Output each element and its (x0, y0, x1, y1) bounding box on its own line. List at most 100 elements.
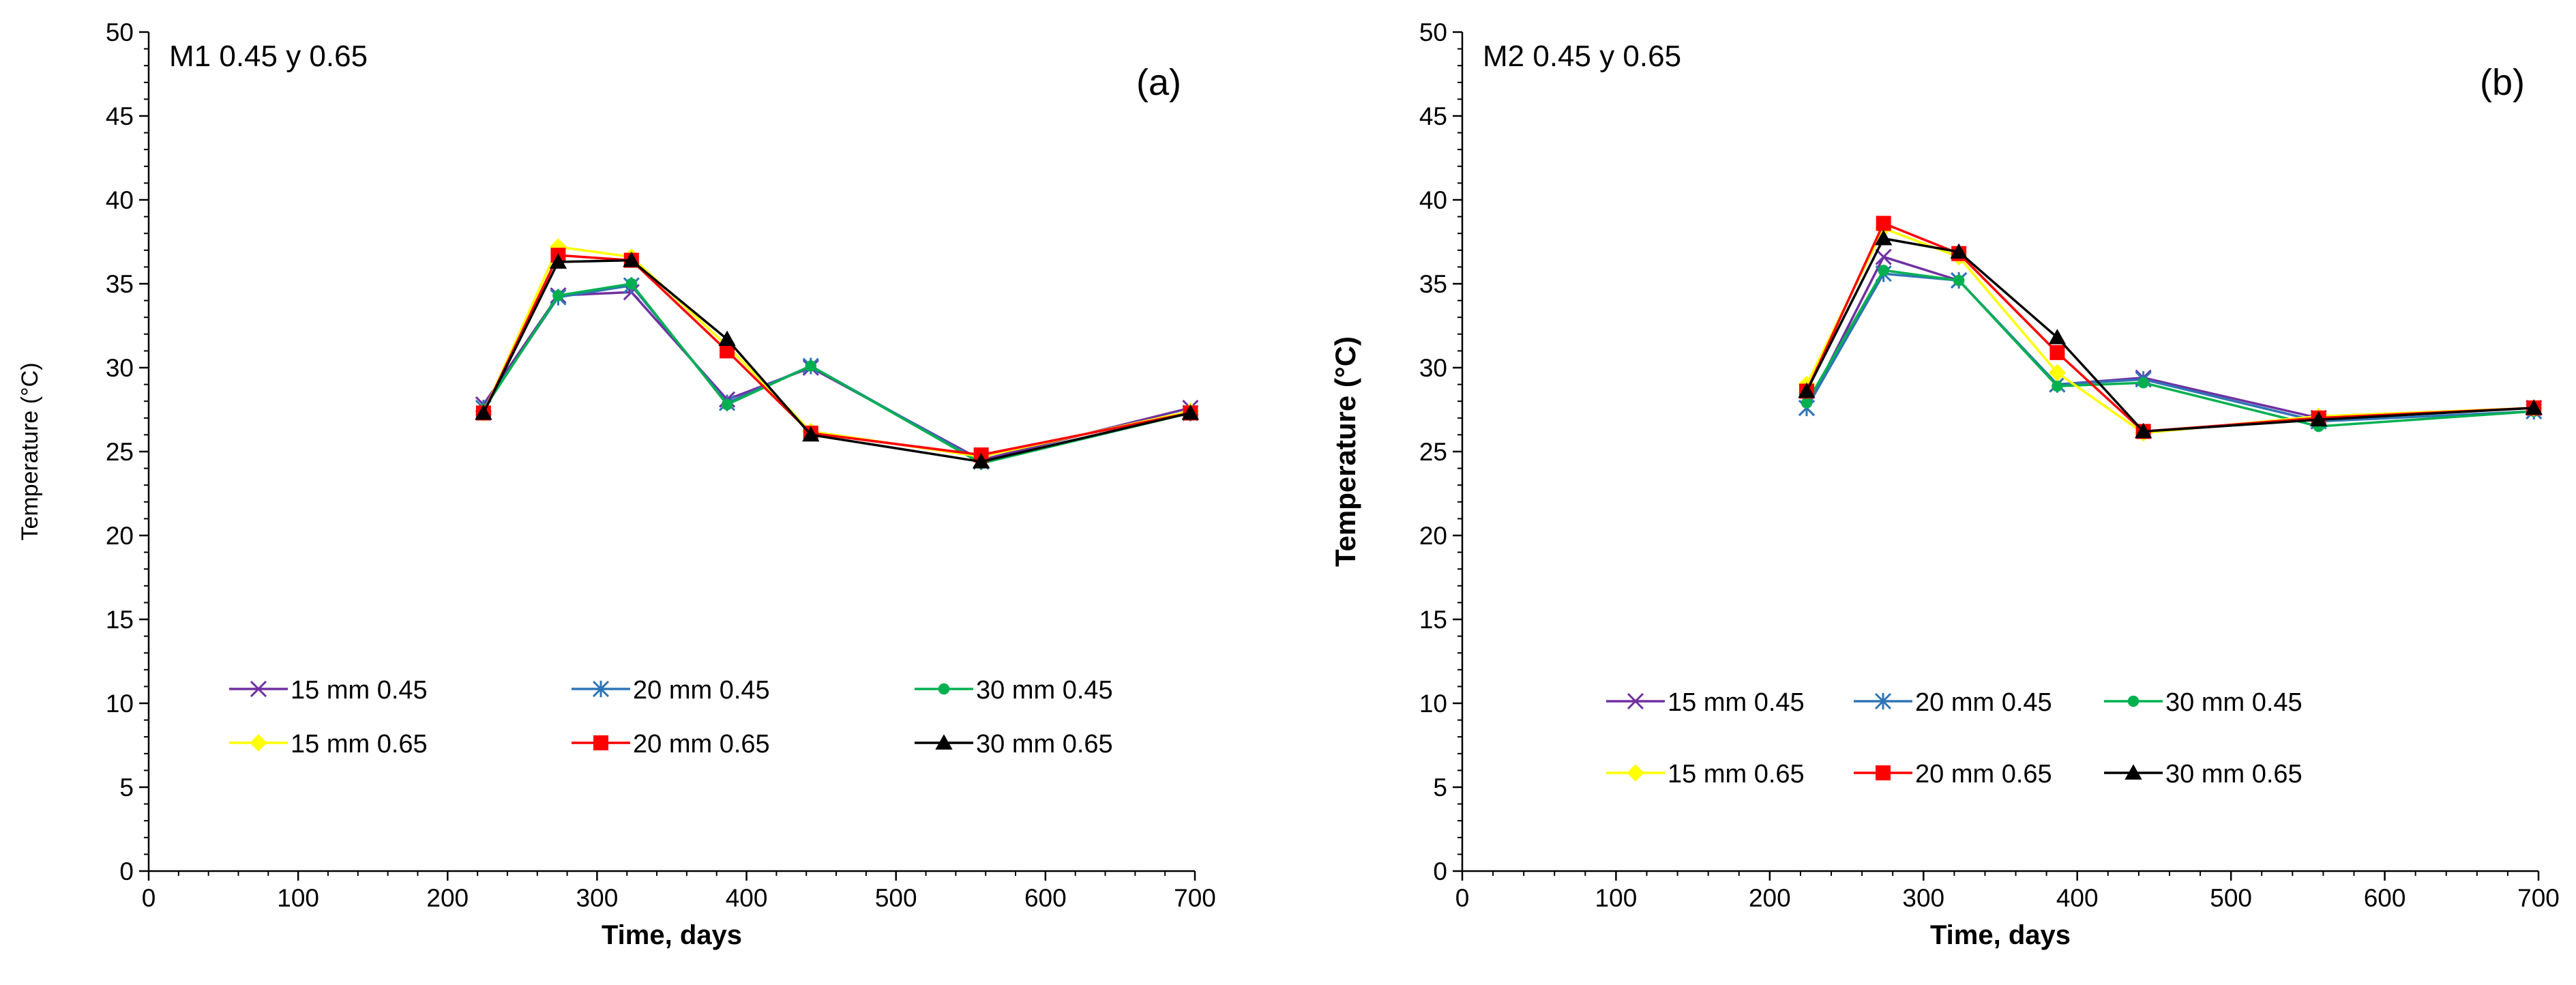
x-tick-label: 300 (1902, 884, 1944, 912)
data-point (2309, 411, 2328, 427)
y-axis-title: Temperature (°C) (17, 362, 43, 540)
y-tick-label: 0 (1433, 857, 1447, 885)
y-tick-label: 25 (1419, 438, 1447, 466)
x-tick-label: 300 (576, 884, 619, 912)
legend-swatch-marker (935, 734, 953, 750)
data-point (2048, 364, 2067, 382)
legend-item-15-mm-045: 15 mm 0.45 (229, 676, 428, 705)
legend-item-15-mm-065: 15 mm 0.65 (229, 730, 428, 759)
y-tick-label: 5 (1433, 774, 1447, 802)
series-line (482, 254, 1191, 456)
legend: 15 mm 0.45 20 mm 0.45 30 mm 0.45 15 mm 0.65… (229, 676, 1113, 759)
series-15-mm-065 (1798, 220, 2543, 442)
series-line (482, 245, 1191, 458)
data-point (1875, 229, 1893, 246)
data-point (2049, 344, 2065, 360)
y-tick-label: 40 (1419, 186, 1447, 214)
y-tick-label: 45 (106, 102, 134, 130)
series-20-mm-045 (475, 277, 1199, 470)
y-tick-label: 45 (1419, 102, 1447, 130)
data-point (2525, 399, 2543, 415)
panel-tag: (b) (2480, 62, 2525, 103)
series-line (1805, 272, 2534, 423)
x-tick-label: 700 (2517, 884, 2560, 912)
y-ticks: 0 5 10 15 20 25 30 35 40 45 50 (106, 18, 149, 885)
legend-label: 15 mm 0.65 (291, 730, 428, 759)
data-point (718, 330, 736, 347)
series-20-mm-065 (1798, 216, 2542, 439)
x-ticks: 0 100 200 300 400 500 600 700 (142, 871, 1216, 912)
data-point (805, 360, 817, 372)
series-group (475, 238, 1200, 470)
x-tick-label: 600 (2364, 884, 2406, 912)
legend-item-15-mm-065: 15 mm 0.65 (1606, 760, 1805, 789)
legend-label: 20 mm 0.45 (633, 676, 770, 705)
x-tick-label: 0 (142, 884, 156, 912)
legend-swatch-marker (592, 680, 610, 698)
y-tick-label: 30 (106, 354, 134, 382)
legend-swatch-marker (250, 680, 267, 698)
y-tick-label: 25 (106, 438, 134, 466)
x-axis-title: Time, days (602, 920, 742, 950)
legend-item-30-mm-045: 30 mm 0.45 (915, 676, 1113, 705)
data-point (1953, 274, 1965, 286)
legend-item-30-mm-065: 30 mm 0.65 (2104, 760, 2303, 789)
legend-label: 30 mm 0.45 (976, 676, 1113, 705)
y-ticks: 0 5 10 15 20 25 30 35 40 45 50 (1419, 18, 1462, 885)
series-line (1805, 269, 2534, 428)
y-tick-label: 30 (1419, 354, 1447, 382)
x-tick-label: 700 (1174, 884, 1216, 912)
y-tick-label: 35 (1419, 270, 1447, 298)
y-tick-label: 5 (119, 774, 134, 802)
data-point (1875, 248, 1892, 265)
legend-swatch-marker (250, 734, 267, 752)
y-tick-label: 0 (119, 857, 134, 885)
series-30-mm-045 (1801, 265, 2540, 432)
data-point (1876, 216, 1891, 231)
data-point (1878, 265, 1889, 276)
legend-label: 15 mm 0.45 (1668, 688, 1805, 717)
series-30-mm-065 (475, 251, 1200, 469)
series-20-mm-065 (475, 248, 1198, 462)
y-tick-label: 10 (106, 690, 134, 718)
legend-swatch-marker (1627, 692, 1644, 710)
legend-swatch-marker (593, 735, 608, 750)
y-axis-title: Temperature (°C) (1329, 336, 1361, 567)
data-point (720, 343, 735, 359)
x-tick-label: 100 (1595, 884, 1638, 912)
legend-item-30-mm-045: 30 mm 0.45 (2104, 688, 2303, 717)
data-point (972, 453, 990, 469)
y-tick-label: 15 (106, 606, 134, 634)
legend-item-20-mm-045: 20 mm 0.45 (572, 676, 770, 705)
data-point (721, 398, 733, 411)
x-tick-label: 500 (875, 884, 917, 912)
legend-label: 15 mm 0.65 (1668, 760, 1805, 789)
x-tick-label: 200 (426, 884, 469, 912)
series-30-mm-065 (1798, 229, 2543, 439)
data-point (2052, 380, 2063, 392)
data-point (623, 251, 640, 267)
legend-item-15-mm-045: 15 mm 0.45 (1606, 688, 1805, 717)
legend-label: 20 mm 0.65 (633, 730, 770, 759)
x-tick-label: 400 (2056, 884, 2099, 912)
legend: 15 mm 0.45 20 mm 0.45 30 mm 0.45 15 mm 0.65… (1606, 688, 2303, 789)
series-15-mm-065 (475, 238, 1200, 466)
data-point (1801, 397, 1813, 409)
data-point (2134, 422, 2152, 439)
series-line (1805, 226, 2534, 435)
y-tick-label: 50 (1419, 18, 1447, 46)
legend-swatch-marker (1627, 764, 1644, 782)
legend-label: 15 mm 0.45 (291, 676, 428, 705)
legend-swatch-marker (2127, 695, 2140, 707)
data-point (2137, 377, 2149, 389)
y-tick-label: 10 (1419, 690, 1447, 718)
data-point (802, 426, 820, 442)
legend-label: 30 mm 0.45 (2165, 688, 2303, 717)
legend-label: 30 mm 0.65 (2165, 760, 2303, 789)
data-point (1181, 404, 1200, 420)
legend-item-30-mm-065: 30 mm 0.65 (915, 730, 1113, 759)
data-point (1950, 243, 1968, 259)
data-point (1798, 382, 1816, 398)
y-tick-label: 20 (1419, 522, 1447, 550)
